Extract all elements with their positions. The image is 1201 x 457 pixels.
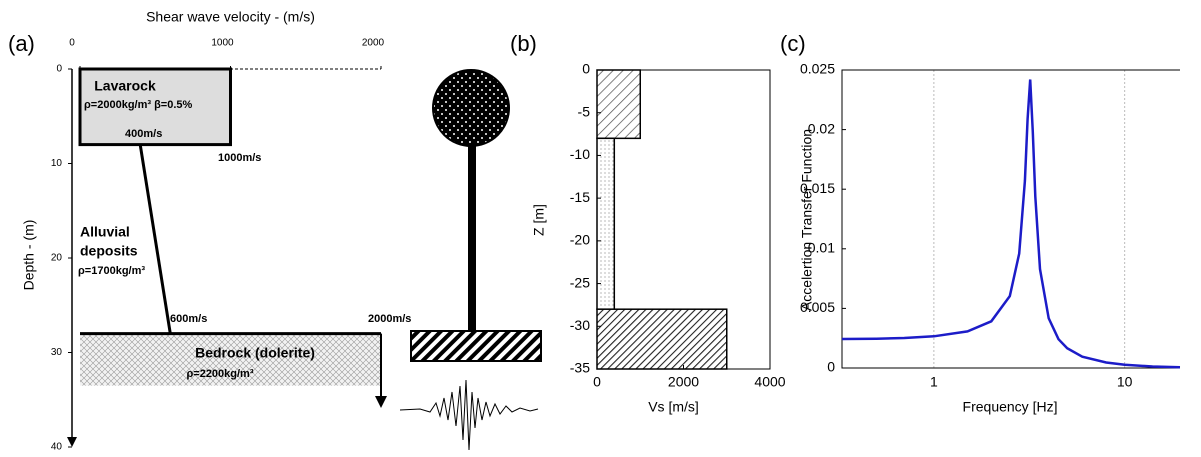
annotation: 600m/s [170, 313, 207, 325]
x-tick-label: 2000 [668, 374, 699, 390]
structure-sketch [399, 69, 542, 451]
y-tick-label: 0 [827, 359, 835, 375]
y-tick-label: 30 [51, 347, 63, 358]
annotation: ρ=2200kg/m³ [186, 368, 253, 380]
annotation: 2000m/s [368, 313, 411, 325]
plot-frame [841, 69, 1180, 369]
y-axis-title: Depth - (m) [21, 220, 37, 291]
x-tick-label: 0 [593, 374, 601, 390]
x-axis-title: Frequency [Hz] [963, 399, 1058, 415]
y-tick-label: 0.02 [808, 120, 835, 136]
bedrock-arrowhead [375, 396, 387, 408]
y-tick-label: 0.005 [800, 299, 835, 315]
y-tick-label: 0.01 [808, 240, 835, 256]
y-tick-label: -25 [570, 274, 590, 290]
panel-label: (b) [510, 31, 537, 56]
x-axis-title: Shear wave velocity - (m/s) [146, 9, 315, 25]
y-tick-label: -15 [570, 189, 590, 205]
alluvial-gradient [138, 144, 172, 334]
x-tick-label: 10 [1117, 374, 1133, 390]
y-tick-label: -5 [578, 103, 591, 119]
y-tick-label: 0.015 [800, 180, 835, 196]
y-tick-label: 0.025 [800, 61, 835, 77]
bedrock-layer [80, 333, 381, 386]
x-tick-label: 2000 [362, 38, 385, 49]
y-tick-label: -35 [570, 360, 590, 376]
y-tick-label: 10 [51, 158, 63, 169]
y-tick-label: -20 [570, 232, 590, 248]
annotation: Alluvial [80, 224, 130, 240]
x-axis-title: Vs [m/s] [648, 399, 699, 415]
y-tick-label: 20 [51, 253, 63, 264]
annotation: Bedrock (dolerite) [195, 345, 315, 361]
y-tick-label: 0 [582, 61, 590, 77]
lavarock-layer [78, 67, 232, 147]
x-tick-label: 1000 [211, 38, 234, 49]
y-tick-label: -10 [570, 146, 590, 162]
annotation: Lavarock [94, 78, 156, 94]
y-tick-label: 0 [56, 64, 62, 75]
panel-label: (a) [8, 31, 35, 56]
y-tick-label: 40 [51, 442, 63, 453]
soil-layer [596, 308, 728, 370]
y-axis-title: Z [m] [531, 204, 547, 236]
y-tick-label: -30 [570, 317, 590, 333]
annotation: ρ=2000kg/m³ β=0.5% [84, 99, 193, 111]
annotation: 400m/s [125, 128, 162, 140]
transfer-curve [841, 79, 1181, 369]
x-tick-label: 1 [930, 374, 938, 390]
annotation: deposits [80, 243, 138, 259]
y-axis-title: Accelertion Transfer Function [799, 129, 815, 311]
x-tick-label: 4000 [754, 374, 785, 390]
annotation: 1000m/s [218, 152, 261, 164]
x-tick-label: 0 [69, 38, 75, 49]
y-axis-arrow [67, 437, 77, 447]
panel-label: (c) [780, 31, 806, 56]
soil-layer [596, 69, 641, 140]
annotation: ρ=1700kg/m³ [78, 265, 145, 277]
